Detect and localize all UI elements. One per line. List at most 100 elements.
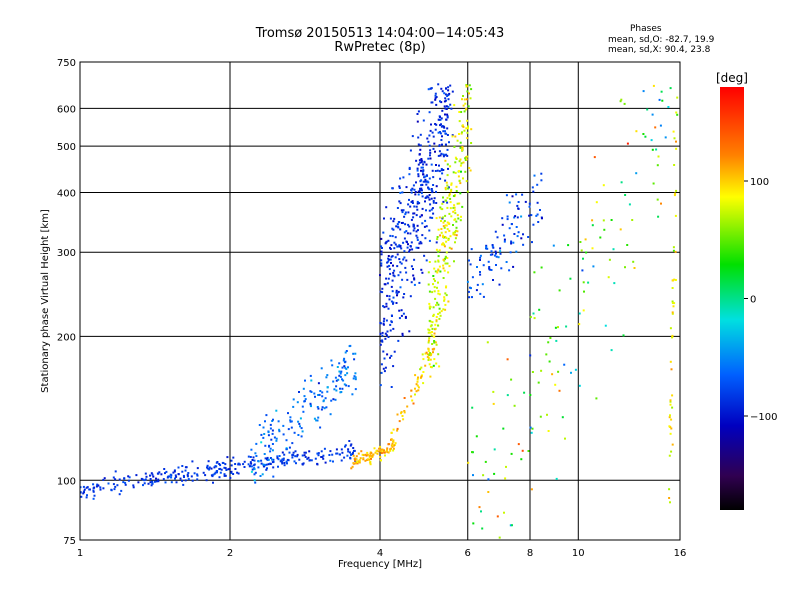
data-point	[309, 390, 312, 393]
data-point	[656, 164, 659, 167]
data-point	[454, 241, 456, 244]
data-point	[418, 159, 421, 162]
data-point	[345, 384, 348, 387]
data-point	[420, 366, 423, 369]
data-point	[145, 475, 148, 478]
data-point	[320, 408, 323, 411]
data-point	[271, 461, 274, 464]
data-point	[392, 274, 395, 277]
data-point	[387, 307, 390, 310]
data-point	[403, 256, 406, 259]
data-point	[165, 470, 168, 473]
data-point	[253, 463, 256, 466]
data-point	[388, 268, 391, 271]
data-point	[296, 453, 299, 456]
data-point	[310, 391, 313, 393]
data-point	[413, 258, 416, 261]
data-point	[530, 214, 533, 217]
data-point	[516, 235, 519, 238]
data-point	[173, 469, 176, 472]
data-point	[437, 281, 439, 284]
data-point	[292, 405, 295, 408]
y-tick-label: 600	[57, 104, 76, 115]
data-point	[384, 454, 386, 457]
data-point	[383, 317, 386, 320]
data-point	[466, 131, 469, 134]
data-point	[380, 245, 383, 248]
data-point	[179, 477, 182, 480]
data-point	[482, 295, 485, 298]
data-point	[431, 331, 433, 333]
data-point	[320, 456, 323, 458]
data-point	[499, 252, 502, 255]
data-point	[321, 395, 324, 398]
data-point	[169, 476, 172, 479]
data-point	[439, 124, 441, 127]
data-point	[230, 470, 233, 473]
data-point	[212, 481, 214, 484]
data-point	[531, 186, 534, 189]
data-point	[265, 468, 268, 471]
data-point	[433, 197, 436, 200]
data-point	[479, 256, 482, 259]
data-point	[415, 159, 418, 162]
data-point	[650, 139, 653, 142]
data-point	[354, 376, 357, 379]
data-point	[321, 456, 324, 458]
data-point	[445, 143, 447, 146]
data-point	[446, 154, 449, 157]
data-point	[532, 312, 535, 315]
data-point	[335, 448, 338, 451]
data-point	[384, 366, 387, 369]
data-point	[439, 206, 442, 209]
data-point	[432, 306, 435, 309]
data-point	[332, 460, 334, 463]
data-point	[316, 462, 319, 465]
data-point	[520, 237, 523, 240]
data-point	[669, 403, 672, 406]
data-point	[456, 214, 459, 217]
data-point	[674, 214, 677, 217]
data-point	[379, 290, 382, 293]
data-point	[314, 395, 316, 398]
data-point	[386, 282, 389, 285]
data-point	[608, 258, 611, 261]
data-point	[651, 148, 654, 151]
data-point	[234, 463, 237, 465]
data-point	[530, 488, 533, 491]
data-point	[465, 180, 468, 183]
data-point	[123, 477, 126, 480]
data-point	[438, 118, 441, 121]
data-point	[503, 238, 506, 241]
data-point	[675, 140, 677, 143]
data-point	[440, 220, 442, 222]
data-point	[628, 203, 631, 206]
data-point	[418, 281, 421, 284]
data-point	[267, 463, 270, 466]
data-point	[624, 194, 627, 196]
data-point	[332, 398, 335, 401]
y-tick-label: 500	[57, 142, 76, 153]
data-point	[343, 365, 346, 368]
data-point	[462, 161, 465, 164]
data-point	[366, 451, 369, 454]
data-point	[391, 187, 394, 190]
data-point	[622, 334, 625, 337]
data-point	[427, 359, 430, 361]
data-point	[181, 465, 184, 467]
data-point	[440, 228, 443, 230]
data-point	[405, 271, 408, 274]
data-point	[260, 433, 263, 436]
data-point	[446, 257, 449, 259]
data-point	[355, 461, 357, 464]
data-point	[467, 105, 470, 108]
data-point	[381, 448, 384, 451]
data-point	[386, 448, 389, 451]
data-point	[289, 419, 292, 422]
data-point	[162, 478, 165, 481]
data-point	[330, 359, 333, 362]
data-point	[392, 439, 395, 442]
y-tick-label: 75	[63, 536, 76, 547]
data-point	[454, 171, 457, 174]
data-point	[278, 430, 281, 433]
